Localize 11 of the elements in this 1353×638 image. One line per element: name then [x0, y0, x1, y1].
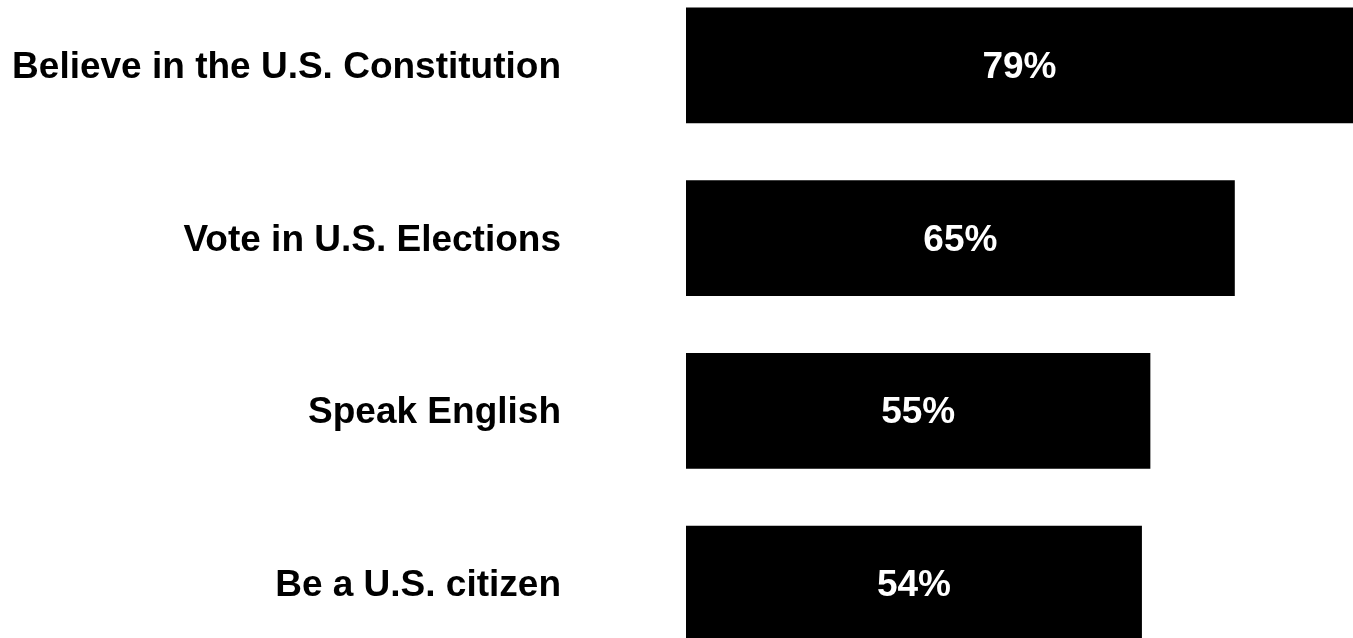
data-label: 65%	[923, 217, 998, 259]
bar	[686, 180, 1235, 296]
bar	[686, 7, 1353, 124]
y-tick-label: Be a U.S. citizen	[275, 563, 561, 605]
bar	[686, 353, 1151, 469]
data-label: 54%	[876, 563, 951, 605]
data-label: 55%	[881, 390, 956, 432]
y-tick-label: Believe in the U.S. Constitution	[12, 44, 561, 86]
y-tick-label: Speak English	[308, 390, 561, 432]
data-label: 79%	[982, 44, 1057, 86]
y-tick-label: Vote in U.S. Elections	[183, 217, 561, 259]
